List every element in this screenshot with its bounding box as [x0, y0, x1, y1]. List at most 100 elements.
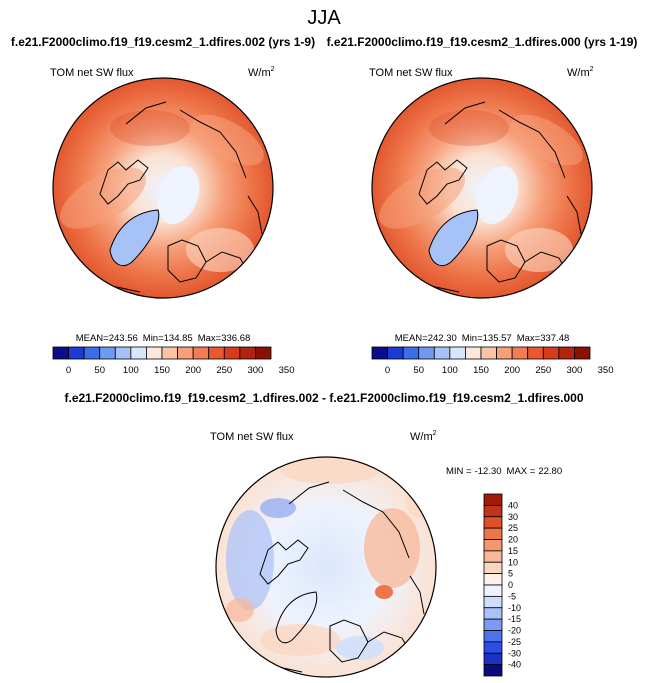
units-superscript: 2: [590, 66, 594, 73]
panel-right: f.e21.F2000climo.f19_f19.cesm2_1.dfires.…: [327, 35, 638, 376]
stat-mean-label: MEAN=: [76, 333, 109, 344]
colorbar-tick-label: 150: [154, 365, 170, 376]
colorbar-swatch: [114, 346, 132, 360]
units-superscript: 2: [271, 66, 275, 73]
polar-map: [52, 77, 274, 299]
stats-line: MIN = -12.30 MAX = 22.80: [446, 466, 562, 477]
stat-max-label: Max=: [198, 333, 222, 344]
colorbar-swatch: [130, 346, 147, 360]
colorbar-swatch: [480, 346, 497, 360]
colorbar-swatch: [387, 346, 404, 360]
colorbar-tick-label: 200: [185, 365, 201, 376]
colorbar-swatch: [371, 346, 388, 360]
colorbar-swatch: [99, 346, 116, 360]
units-label: W/m2: [410, 430, 437, 443]
colorbar-tick-label: -40: [508, 660, 521, 670]
colorbar-swatch: [483, 618, 503, 631]
colorbar-swatch: [146, 346, 163, 360]
colorbar-swatch: [483, 607, 503, 620]
stat-min-value: -12.30: [475, 466, 502, 477]
colorbar-tick-label: -30: [508, 648, 521, 658]
colorbar-swatch: [449, 346, 466, 360]
colorbar-tick-label: 250: [216, 365, 232, 376]
colorbar-swatch: [483, 504, 503, 518]
colorbar-tick-label: 50: [413, 365, 424, 376]
colorbar-tick-label: 0: [385, 365, 390, 376]
colorbar-swatch: [161, 346, 178, 360]
colorbar-tick-label: 0: [66, 365, 71, 376]
stat-mean-value: 243.56: [109, 333, 138, 344]
colorbar-tick-label: 300: [566, 365, 582, 376]
colorbar-swatch: [542, 346, 560, 360]
colorbar-tick-label: 250: [535, 365, 551, 376]
units-label: W/m2: [248, 66, 275, 79]
colorbar-tick-label: -5: [508, 591, 516, 601]
colorbar-swatch: [527, 346, 544, 360]
stat-min-value: 134.85: [164, 333, 193, 344]
colorbar-swatch: [208, 346, 225, 360]
colorbar-tick-label: -25: [508, 637, 521, 647]
colorbar-swatch: [483, 573, 503, 586]
units-superscript: 2: [433, 430, 437, 437]
stat-min-label: Min=: [462, 333, 483, 344]
colorbar-tick-label: 100: [442, 365, 458, 376]
stat-min-label: Min=: [143, 333, 164, 344]
colorbar-tick-label: 50: [94, 365, 105, 376]
colorbar-swatch: [511, 346, 529, 360]
polar-map: [371, 77, 593, 299]
colorbar-swatch: [402, 346, 420, 360]
stat-max-value: 337.48: [540, 333, 569, 344]
colorbar-swatch: [83, 346, 101, 360]
stat-mean-label: MEAN=: [395, 333, 428, 344]
colorbar-tick-label: 10: [508, 557, 518, 567]
units-text: W/m: [567, 67, 590, 79]
colorbar-tick-label: 150: [473, 365, 489, 376]
colorbar-swatch: [483, 550, 503, 563]
stat-max-label: MAX =: [507, 466, 536, 477]
stat-max-value: 22.80: [538, 466, 562, 477]
stat-mean-value: 242.30: [428, 333, 457, 344]
colorbar-tick-label: 40: [508, 500, 518, 510]
colorbar: 0 50 100 150 200 250 300 350: [371, 346, 614, 376]
panel-difference: f.e21.F2000climo.f19_f19.cesm2_1.dfires.…: [65, 391, 584, 678]
colorbar-tick-label: 350: [279, 365, 295, 376]
colorbar-swatch: [483, 630, 503, 643]
colorbar-swatch: [483, 561, 503, 575]
colorbar-swatch: [52, 346, 69, 360]
stat-max-label: Max=: [517, 333, 541, 344]
colorbar-swatch: [483, 641, 503, 654]
colorbar-swatch: [574, 346, 591, 360]
colorbar-swatch: [465, 346, 482, 360]
colorbar-swatch: [483, 527, 503, 540]
colorbar-tick-label: -10: [508, 603, 521, 613]
colorbar-swatch: [223, 346, 241, 360]
colorbar-swatch: [177, 346, 194, 360]
colorbar-swatch: [255, 346, 272, 360]
panel-title: f.e21.F2000climo.f19_f19.cesm2_1.dfires.…: [65, 391, 584, 405]
figure-title: JJA: [307, 7, 341, 29]
colorbar-tick-label: 300: [247, 365, 263, 376]
colorbar-swatch: [418, 346, 435, 360]
stat-max-value: 336.68: [221, 333, 250, 344]
stats-line: MEAN=243.56 Min=134.85 Max=336.68: [76, 333, 251, 344]
colorbar-tick-label: -15: [508, 614, 521, 624]
colorbar-swatch: [483, 595, 503, 609]
colorbar-tick-label: 15: [508, 546, 518, 556]
panel-left: f.e21.F2000climo.f19_f19.cesm2_1.dfires.…: [11, 35, 315, 376]
polar-map: [215, 456, 437, 678]
colorbar-swatch: [483, 539, 503, 552]
colorbar-tick-label: 25: [508, 523, 518, 533]
colorbar-tick-label: 200: [504, 365, 520, 376]
units-text: W/m: [248, 67, 271, 79]
colorbar-swatch: [68, 346, 85, 360]
colorbar-tick-label: 0: [508, 580, 513, 590]
stat-min-label: MIN =: [446, 466, 472, 477]
variable-label: TOM net SW flux: [210, 431, 294, 443]
colorbar-swatch: [558, 346, 575, 360]
colorbar-tick-label: 350: [598, 365, 614, 376]
panel-title: f.e21.F2000climo.f19_f19.cesm2_1.dfires.…: [327, 35, 638, 49]
colorbar-swatch: [483, 493, 503, 506]
colorbar: 0 50 100 150 200 250 300 350: [52, 346, 295, 376]
